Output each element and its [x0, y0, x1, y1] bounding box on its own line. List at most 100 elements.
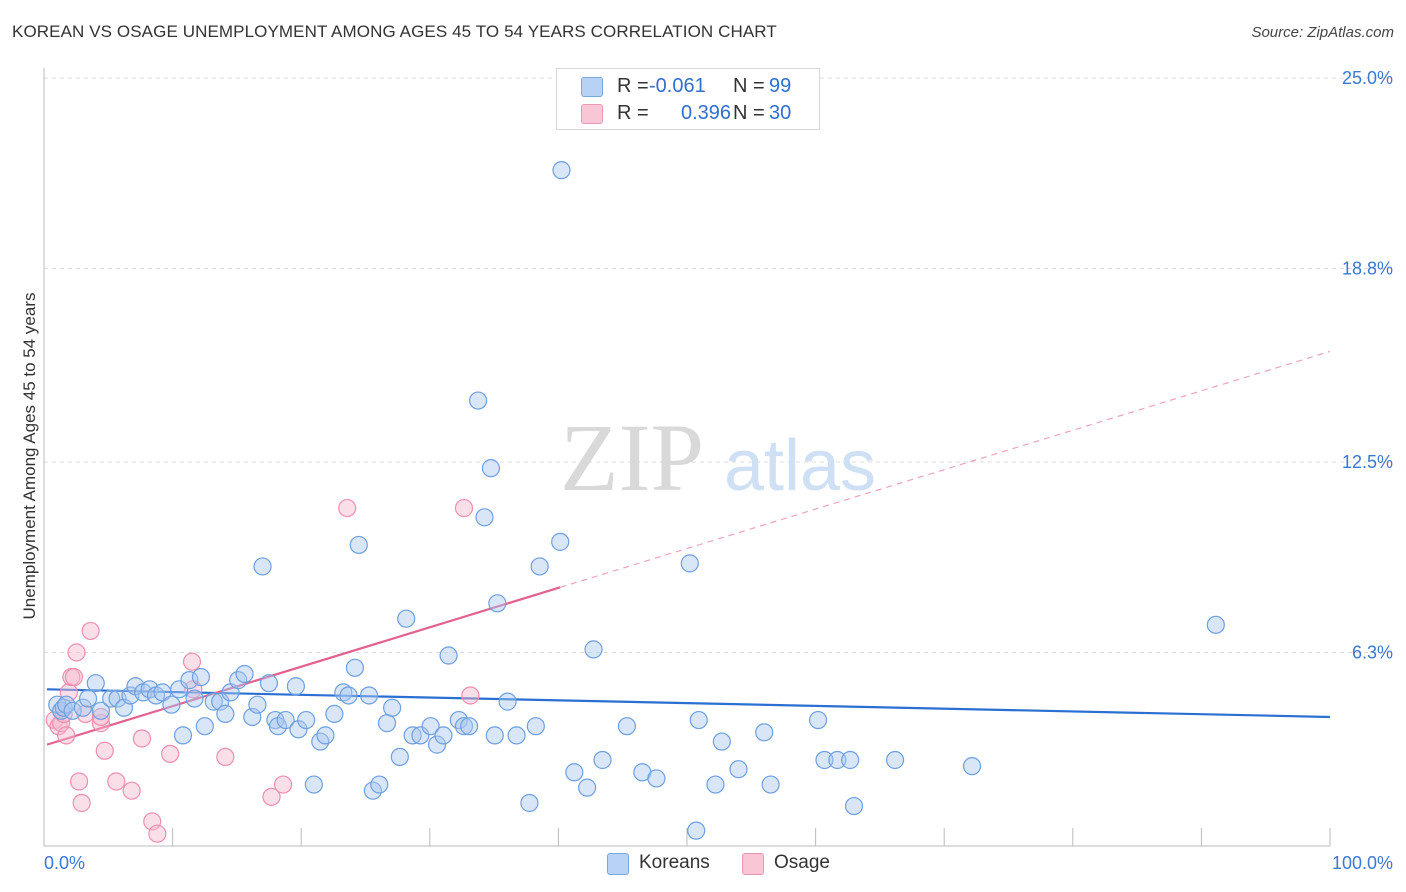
koreans-point — [286, 677, 306, 696]
watermark-zip: ZIP — [560, 404, 704, 511]
osage-point — [454, 498, 474, 518]
koreans-swatch — [581, 77, 603, 97]
osage-n-value: 30 — [769, 102, 792, 124]
koreans-point — [397, 609, 416, 628]
osage-swatch — [581, 104, 603, 124]
osage-point — [273, 775, 293, 794]
y-tick-label: 12.5% — [1342, 452, 1393, 472]
koreans-point — [680, 554, 699, 573]
osage-point — [67, 643, 86, 662]
koreans-point — [828, 750, 847, 770]
koreans-point — [520, 793, 539, 813]
axes — [43, 68, 1331, 847]
koreans-point — [162, 695, 181, 714]
trend-lines — [46, 350, 1331, 746]
koreans-point — [170, 680, 189, 699]
koreans-point — [383, 698, 402, 717]
koreans-point — [91, 701, 110, 720]
koreans-point — [345, 658, 365, 677]
koreans-point — [63, 701, 82, 720]
koreans-point — [259, 674, 279, 693]
koreans-point — [593, 750, 612, 770]
koreans-legend-label: Koreans — [639, 852, 710, 873]
koreans-point — [216, 704, 235, 724]
koreans-point — [755, 723, 774, 742]
koreans-point — [552, 161, 571, 180]
grid-lines — [44, 77, 1394, 653]
osage-points — [45, 498, 480, 843]
koreans-point — [204, 692, 223, 711]
osage-trend-extension — [560, 350, 1331, 588]
koreans-point — [102, 689, 121, 708]
osage-point — [132, 729, 152, 748]
y-tick-label: 25.0% — [1342, 68, 1393, 88]
koreans-point — [334, 683, 353, 702]
koreans-point — [78, 689, 98, 708]
osage-point — [338, 498, 357, 518]
osage-point — [148, 824, 167, 843]
osage-point — [91, 707, 110, 727]
osage-point — [216, 747, 235, 767]
osage-trend-line — [46, 586, 561, 746]
koreans-point — [507, 726, 526, 745]
koreans-point — [439, 646, 458, 665]
koreans-point — [481, 459, 501, 478]
osage-n-label: N = — [733, 102, 765, 124]
koreans-point — [815, 750, 834, 770]
osage-point — [107, 772, 126, 791]
koreans-point — [460, 717, 479, 736]
osage-point — [81, 621, 100, 641]
koreans-point — [248, 695, 267, 714]
osage-point — [122, 781, 141, 800]
koreans-point — [304, 775, 323, 794]
koreans-point — [530, 557, 549, 576]
koreans-n-label: N = — [733, 75, 765, 97]
koreans-trend-line — [46, 688, 1331, 719]
koreans-point — [962, 757, 982, 776]
osage-point — [57, 726, 76, 745]
osage-legend-label: Osage — [774, 852, 830, 873]
koreans-point — [316, 726, 335, 745]
koreans-point — [377, 714, 397, 733]
koreans-point — [235, 664, 254, 684]
koreans-point — [359, 686, 379, 705]
osage-r-value: 0.396 — [681, 102, 732, 124]
osage-point — [182, 652, 202, 671]
koreans-r-value: -0.061 — [649, 75, 706, 97]
koreans-point — [485, 726, 504, 745]
koreans-n-value: 99 — [769, 75, 792, 97]
koreans-point — [475, 508, 494, 527]
koreans-point — [421, 717, 440, 736]
koreans-point — [526, 717, 545, 736]
koreans-point — [73, 698, 93, 717]
correlation-legend: R = -0.061 N = 99 R = 0.396 N = 30 — [556, 68, 820, 130]
koreans-point — [647, 769, 666, 788]
chart-title: KOREAN VS OSAGE UNEMPLOYMENT AMONG AGES … — [12, 22, 777, 41]
y-axis-label: Unemployment Among Ages 45 to 54 years — [20, 293, 39, 620]
koreans-point — [729, 760, 748, 779]
koreans-point — [498, 692, 517, 711]
koreans-point — [885, 750, 905, 770]
koreans-point — [180, 671, 199, 690]
koreans-r-label: R = — [617, 75, 649, 97]
koreans-point — [185, 689, 204, 708]
koreans-point — [434, 726, 453, 745]
osage-point — [461, 686, 480, 705]
osage-point — [95, 741, 114, 760]
koreans-point — [808, 710, 828, 730]
y-tick-label: 18.8% — [1342, 258, 1393, 278]
osage-point — [72, 793, 91, 813]
source-label: Source: ZipAtlas.com — [1251, 24, 1394, 41]
koreans-point — [551, 532, 570, 551]
koreans-point — [841, 750, 860, 770]
koreans-point — [289, 720, 308, 739]
koreans-point — [565, 763, 584, 782]
koreans-point — [1206, 615, 1225, 634]
koreans-point — [761, 775, 780, 794]
koreans-point — [253, 557, 272, 576]
koreans-point — [403, 726, 422, 745]
koreans-point — [325, 704, 344, 724]
koreans-point — [578, 778, 597, 797]
y-tick-label: 6.3% — [1352, 642, 1393, 662]
koreans-point — [454, 717, 474, 736]
